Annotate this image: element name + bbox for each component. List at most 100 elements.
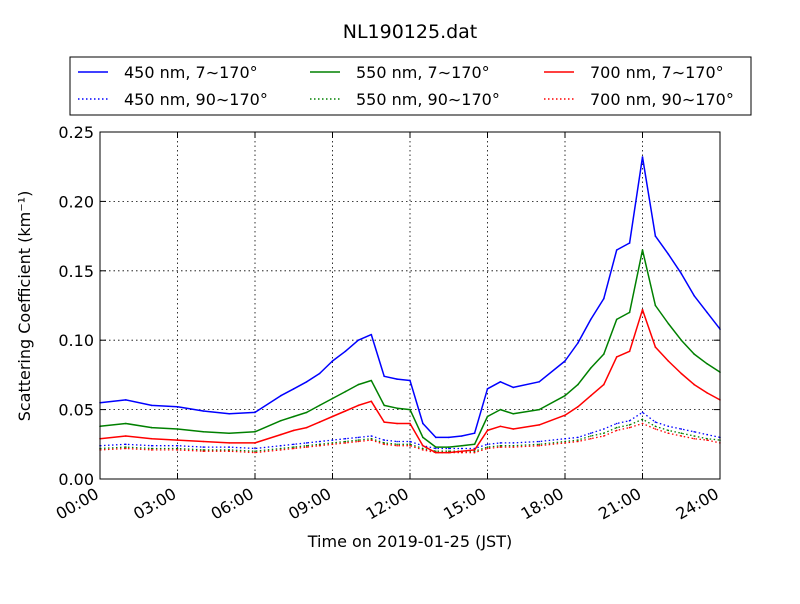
series-0-point: [176, 406, 179, 408]
series-4-point: [331, 415, 334, 418]
series-4-point: [693, 383, 695, 386]
series-4-point: [473, 449, 476, 451]
series-0-point: [305, 381, 308, 383]
series-5-point: [473, 451, 476, 454]
series-3-point: [383, 442, 386, 444]
series-3-point: [473, 450, 476, 453]
series-5-point: [150, 449, 153, 451]
series-3-point: [680, 432, 683, 435]
series-3-point: [305, 444, 308, 447]
series-0-point: [680, 272, 683, 275]
series-0-point: [280, 394, 282, 397]
series-0-point: [590, 318, 592, 321]
series-1-point: [603, 428, 605, 430]
series-1-point: [280, 444, 282, 447]
series-2-point: [680, 339, 683, 342]
series-5-point: [499, 446, 502, 448]
series-0-point: [254, 411, 256, 414]
series-4-point: [667, 360, 670, 362]
x-axis-label: Time on 2019-01-25 (JST): [307, 532, 512, 551]
series-5-point: [435, 451, 437, 454]
series-0-point: [512, 386, 515, 389]
series-2-point: [641, 249, 644, 251]
series-2-point: [654, 304, 657, 307]
series-5-point: [396, 444, 398, 447]
series-1-point: [254, 447, 256, 450]
series-0-point: [654, 235, 657, 237]
series-2-point: [318, 404, 321, 407]
series-2-point: [370, 379, 373, 382]
series-3-point: [538, 443, 540, 446]
series-line-3: [99, 418, 721, 452]
series-2-point: [590, 367, 592, 369]
series-0-point: [202, 410, 205, 412]
legend-label-5: 700 nm, 90∼170°: [590, 90, 734, 109]
series-4-point: [202, 440, 205, 443]
series-0-point: [422, 422, 424, 425]
series-0-point: [641, 156, 644, 158]
series-4-point: [654, 346, 657, 348]
y-tick-label: 0.05: [58, 401, 94, 420]
series-2-point: [331, 397, 334, 400]
series-3-point: [590, 435, 592, 437]
x-tick-label: 18:00: [518, 484, 567, 524]
x-tick-label: 15:00: [440, 484, 489, 524]
series-2-point: [667, 322, 670, 325]
series-2-point: [280, 419, 282, 422]
series-5-point: [176, 449, 179, 451]
series-2-point: [628, 311, 631, 314]
series-2-point: [448, 446, 450, 448]
series-3-point: [615, 426, 618, 429]
series-2-point: [706, 363, 708, 365]
series-3-point: [318, 443, 321, 446]
series-1-point: [228, 446, 230, 448]
series-1-point: [512, 442, 515, 444]
series-5-point: [293, 447, 295, 450]
series-2-point: [293, 415, 295, 418]
series-1-point: [150, 444, 153, 447]
series-4-point: [370, 400, 373, 403]
series-1-point: [293, 443, 295, 446]
series-2-point: [357, 383, 360, 386]
series-1-point: [370, 435, 373, 437]
series-4-point: [396, 422, 398, 425]
series-5-point: [486, 447, 489, 450]
grid-layer: [99, 131, 721, 480]
x-tick-label: 06:00: [208, 484, 257, 524]
series-2-point: [693, 353, 695, 355]
series-4-point: [615, 356, 618, 358]
series-0-point: [577, 342, 579, 344]
series-5-point: [344, 442, 347, 444]
y-tick-label: 0.20: [58, 192, 94, 211]
series-4-point: [254, 442, 256, 444]
chart-title: NL190125.dat: [343, 21, 478, 43]
series-3-point: [125, 446, 127, 448]
series-2-point: [409, 408, 411, 411]
series-1-point: [383, 439, 386, 441]
series-1-point: [590, 432, 592, 435]
series-1-point: [564, 437, 566, 440]
series-0-point: [693, 295, 695, 297]
series-4-point: [590, 394, 592, 397]
series-0-point: [370, 333, 373, 336]
tick-layer: 00:00 03:00 06:00 09:00 12:00 15:00 18:00 21:00…: [53, 123, 722, 524]
series-3-point: [499, 444, 502, 447]
series-0-point: [318, 372, 321, 375]
series-2-point: [305, 411, 308, 414]
series-1-point: [577, 436, 579, 439]
series-2-point: [202, 431, 205, 433]
series-2-point: [577, 383, 579, 386]
x-tick-label: 00:00: [53, 484, 102, 524]
series-4-point: [499, 425, 502, 428]
series-5-point: [305, 446, 308, 448]
x-tick-label: 09:00: [285, 484, 334, 524]
series-5-point: [654, 428, 657, 430]
series-2-point: [383, 404, 386, 407]
series-2-point: [473, 443, 476, 446]
series-0-point: [228, 413, 230, 415]
series-1-point: [486, 443, 489, 446]
series-5-point: [641, 422, 644, 425]
series-2-point: [150, 426, 153, 429]
